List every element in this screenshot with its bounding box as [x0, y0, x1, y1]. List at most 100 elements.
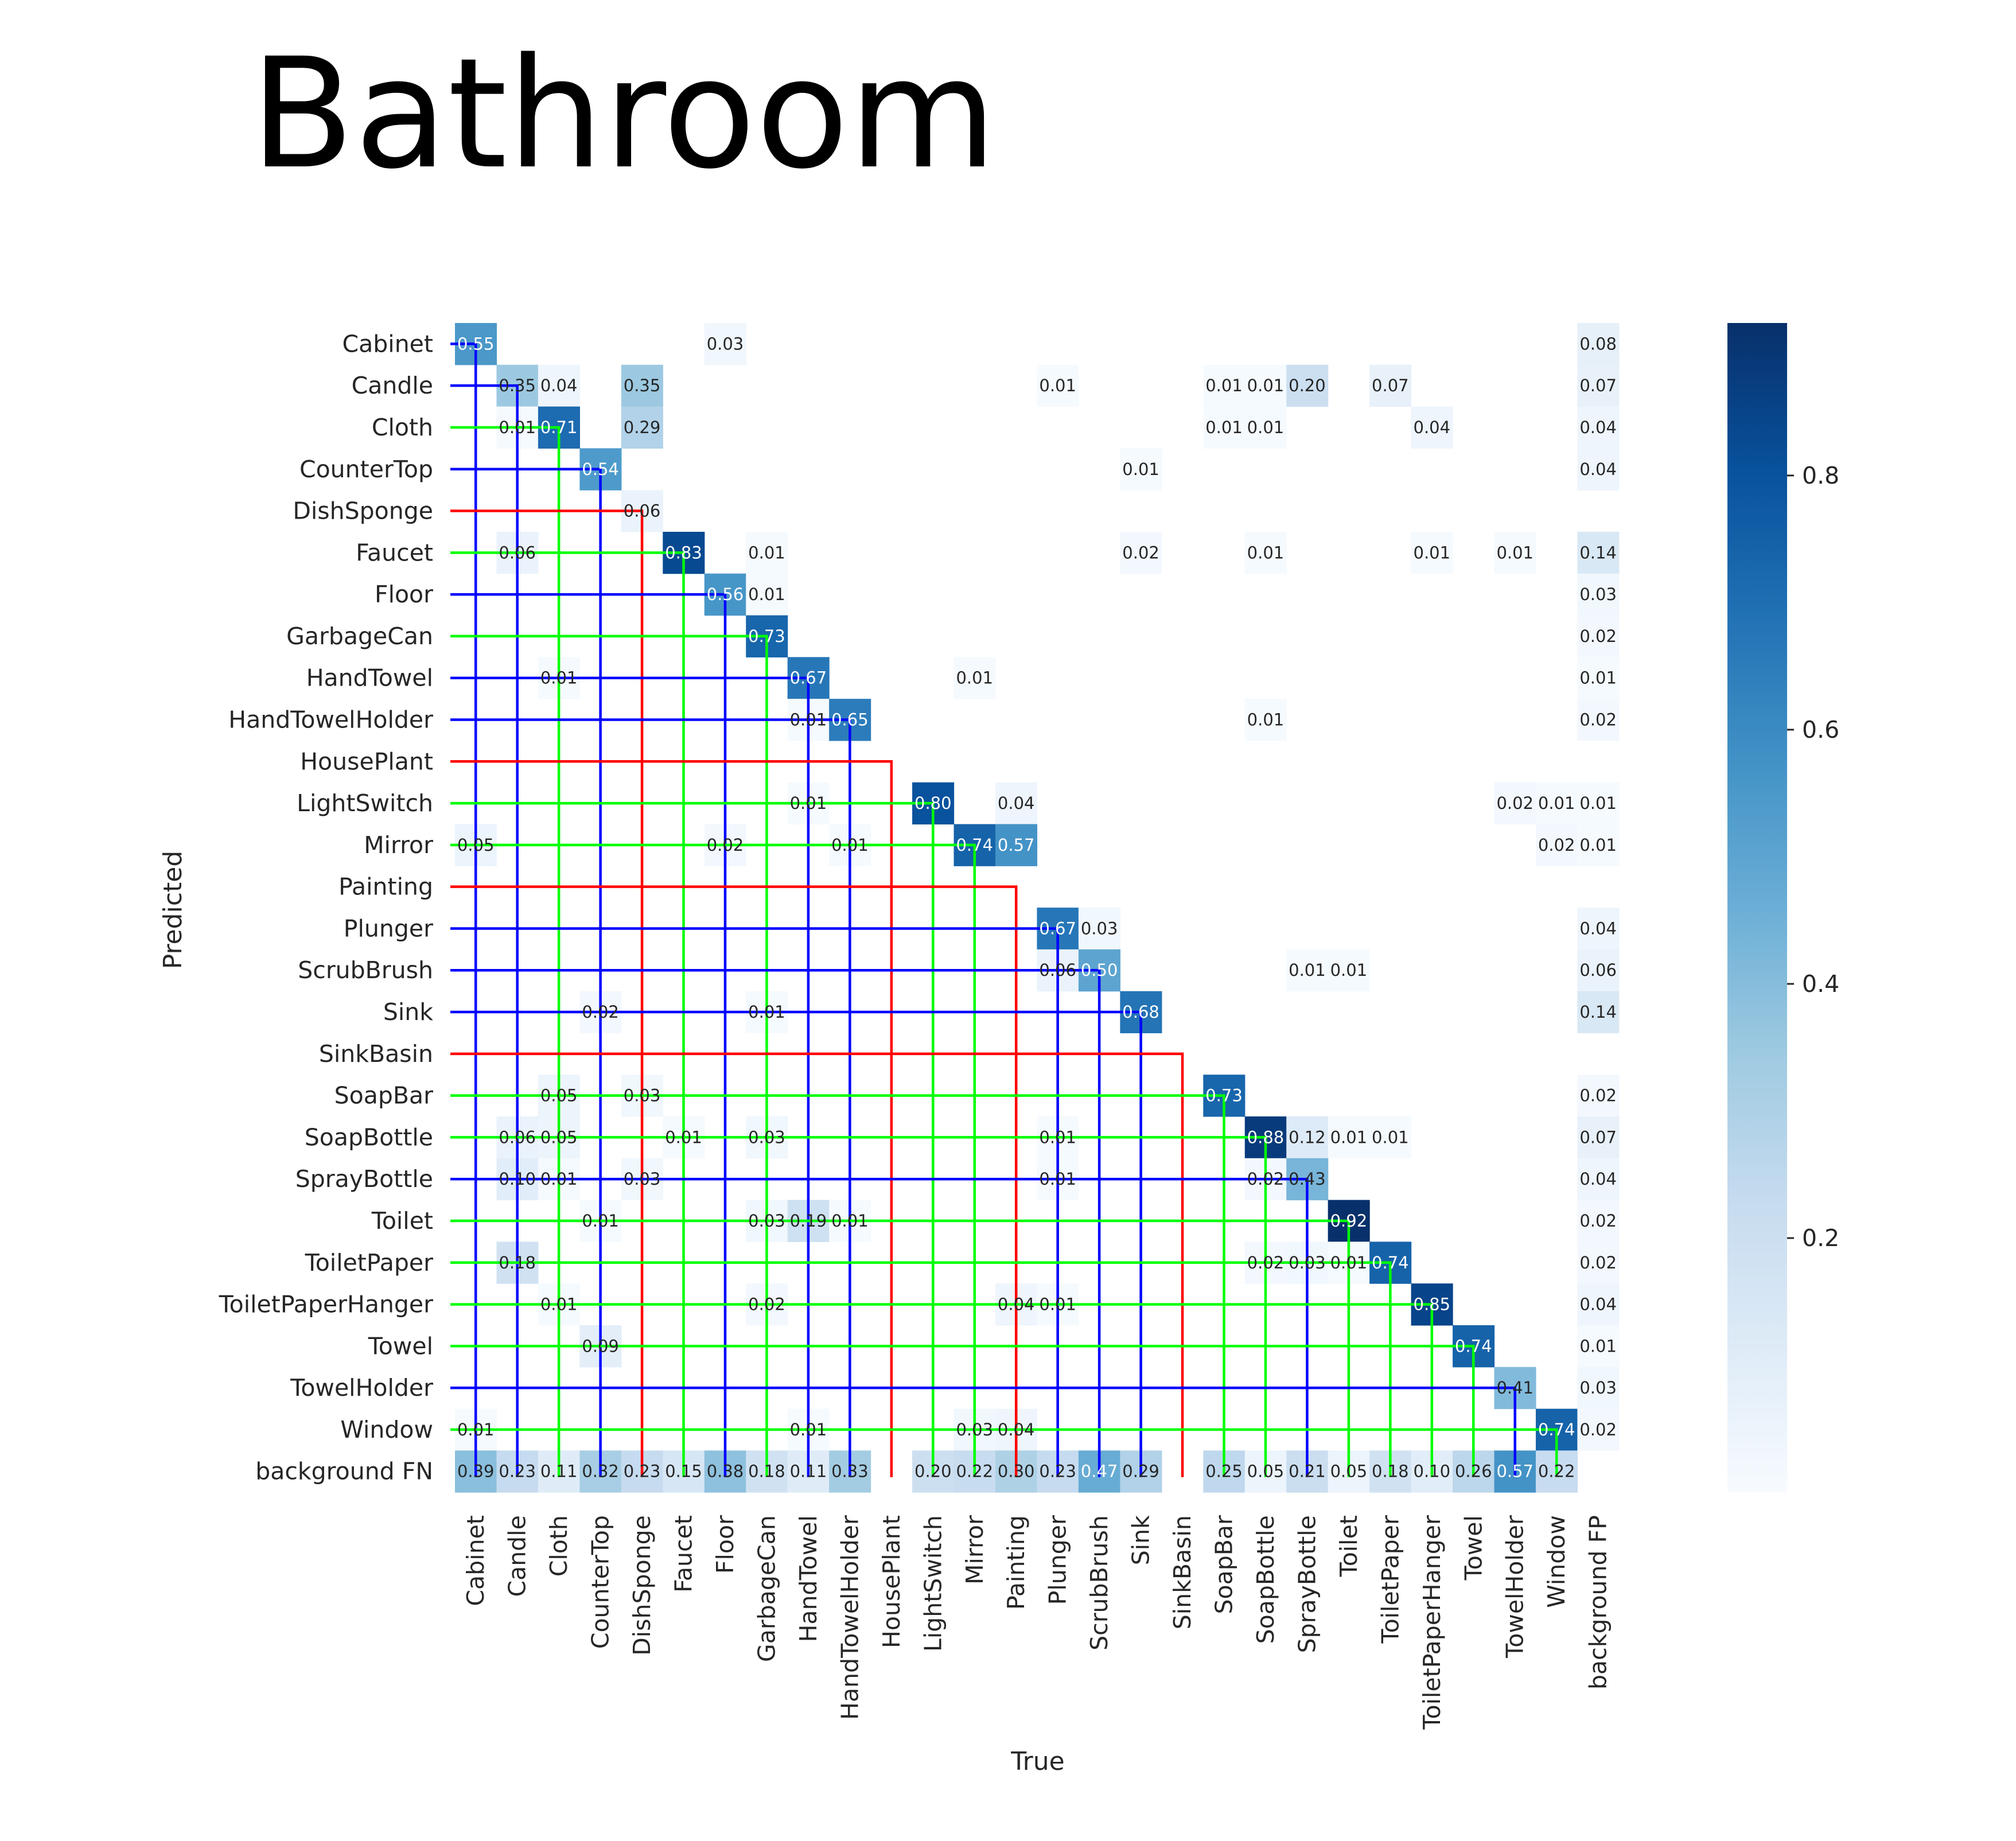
cell-value-label: 0.01 [1579, 668, 1617, 688]
cell-value-label: 0.74 [956, 835, 993, 855]
heatmap-cell [1577, 364, 1620, 407]
cell-value-label: 0.25 [1205, 1462, 1243, 1481]
heatmap-cell [1577, 782, 1620, 825]
column-tick-label: SinkBasin [1169, 1515, 1196, 1629]
chart-title: Bathroom [250, 26, 997, 203]
cell-value-label: 0.02 [1579, 710, 1617, 730]
colorbar-tick-label: 0.6 [1802, 716, 1839, 744]
cell-value-label: 0.02 [1247, 1169, 1285, 1189]
cell-value-label: 0.18 [499, 1253, 536, 1272]
row-tick-label: SinkBasin [319, 1040, 433, 1068]
cell-value-label: 0.54 [582, 460, 619, 479]
overlay-line [450, 760, 893, 1477]
cell-value-label: 0.01 [457, 1420, 495, 1439]
row-tick-label: Mirror [364, 831, 433, 859]
column-tick-label: TowelHolder [1501, 1515, 1529, 1659]
column-tick-label: Plunger [1044, 1515, 1072, 1605]
overlay-line [450, 1345, 1475, 1477]
heatmap-cell [1078, 908, 1120, 950]
heatmap-cell [1244, 531, 1287, 574]
column-tick-label: SprayBottle [1293, 1515, 1321, 1653]
cell-value-label: 0.71 [540, 418, 578, 437]
cell-value-label: 0.01 [1247, 543, 1285, 562]
cell-value-label: 0.29 [624, 418, 661, 437]
cell-value-label: 0.22 [956, 1462, 993, 1481]
column-tick-label: LightSwitch [919, 1515, 947, 1652]
x-axis-label: True [1010, 1747, 1064, 1776]
cell-value-label: 0.03 [1289, 1253, 1326, 1272]
heatmap-cell [1577, 908, 1620, 950]
cell-value-label: 0.35 [499, 376, 536, 395]
cell-value-label: 0.04 [1579, 418, 1617, 437]
cell-value-label: 0.18 [1372, 1462, 1409, 1481]
cell-value-label: 0.15 [665, 1462, 702, 1481]
column-tick-label: Mirror [961, 1515, 988, 1585]
heatmap-cell [995, 782, 1038, 825]
heatmap-cell [1411, 531, 1453, 574]
cell-value-label: 0.88 [1247, 1127, 1285, 1147]
cell-value-label: 0.04 [998, 793, 1035, 813]
cell-value-label: 0.07 [1579, 376, 1617, 395]
cell-value-label: 0.01 [956, 668, 993, 688]
column-tick-label: CounterTop [587, 1515, 614, 1649]
cell-value-label: 0.14 [1579, 1002, 1617, 1022]
heatmap-cell [1494, 531, 1536, 574]
cell-value-label: 0.23 [1039, 1462, 1076, 1481]
cell-value-label: 0.02 [1247, 1253, 1285, 1272]
overlay-line [450, 384, 519, 1477]
cell-value-label: 0.01 [1205, 418, 1243, 437]
cell-value-label: 0.01 [790, 710, 827, 730]
cell-value-label: 0.01 [1579, 793, 1617, 813]
cell-value-label: 0.04 [998, 1420, 1035, 1439]
overlay-line [450, 593, 727, 1477]
cell-value-label: 0.21 [1289, 1462, 1326, 1481]
cell-value-label: 0.74 [1455, 1336, 1492, 1356]
cell-value-label: 0.01 [1330, 1253, 1368, 1272]
heatmap-cell [1577, 1408, 1620, 1451]
cell-value-label: 0.32 [582, 1462, 619, 1481]
cell-value-label: 0.07 [1372, 376, 1409, 395]
cell-value-label: 0.83 [665, 543, 702, 562]
cell-value-label: 0.01 [1372, 1127, 1409, 1147]
row-tick-label: SprayBottle [295, 1165, 433, 1193]
overlay-line [450, 676, 810, 1477]
heatmap-cell [1577, 406, 1620, 449]
heatmap-cell [1369, 1116, 1412, 1159]
colorbar-tick-label: 0.4 [1802, 970, 1839, 998]
overlay-line [450, 1386, 1516, 1477]
column-tick-label: HousePlant [878, 1515, 905, 1648]
row-tick-label: DishSponge [293, 497, 433, 525]
heatmap-cell [1244, 699, 1287, 741]
heatmap-cell [1577, 531, 1620, 574]
cell-value-label: 0.67 [1039, 918, 1076, 938]
cell-value-label: 0.01 [790, 1420, 827, 1439]
cell-value-label: 0.04 [1579, 1295, 1617, 1314]
cell-value-label: 0.01 [1496, 543, 1534, 562]
heatmap-cell [621, 364, 663, 407]
cell-value-label: 0.11 [540, 1462, 578, 1481]
row-tick-label: Window [340, 1416, 433, 1443]
heatmap-cell [1286, 364, 1329, 407]
cell-value-label: 0.02 [1579, 626, 1617, 646]
row-tick-label: Faucet [356, 539, 433, 566]
cell-value-label: 0.01 [748, 585, 785, 604]
heatmap-cell [1577, 657, 1620, 699]
cell-value-label: 0.55 [457, 334, 495, 353]
row-tick-label: LightSwitch [297, 789, 433, 817]
column-tick-label: ScrubBrush [1085, 1515, 1113, 1651]
cell-value-label: 0.01 [1247, 418, 1285, 437]
row-tick-label: Plunger [344, 914, 433, 942]
cell-value-label: 0.03 [624, 1086, 661, 1106]
cell-value-label: 0.01 [748, 1002, 785, 1022]
row-tick-label: Floor [375, 581, 433, 608]
cell-value-label: 0.06 [499, 1127, 536, 1147]
row-tick-label: ToiletPaper [305, 1249, 434, 1276]
column-tick-label: ToiletPaperHanger [1418, 1515, 1446, 1730]
cell-value-label: 0.30 [998, 1462, 1035, 1481]
cell-value-label: 0.01 [790, 793, 827, 813]
heatmap-cell [1577, 573, 1620, 616]
row-tick-labels: Cabinet Candle Cloth CounterTop DishSponge Fa… [219, 330, 434, 1485]
cell-value-label: 0.02 [748, 1295, 785, 1314]
heatmap-cell [538, 364, 580, 407]
